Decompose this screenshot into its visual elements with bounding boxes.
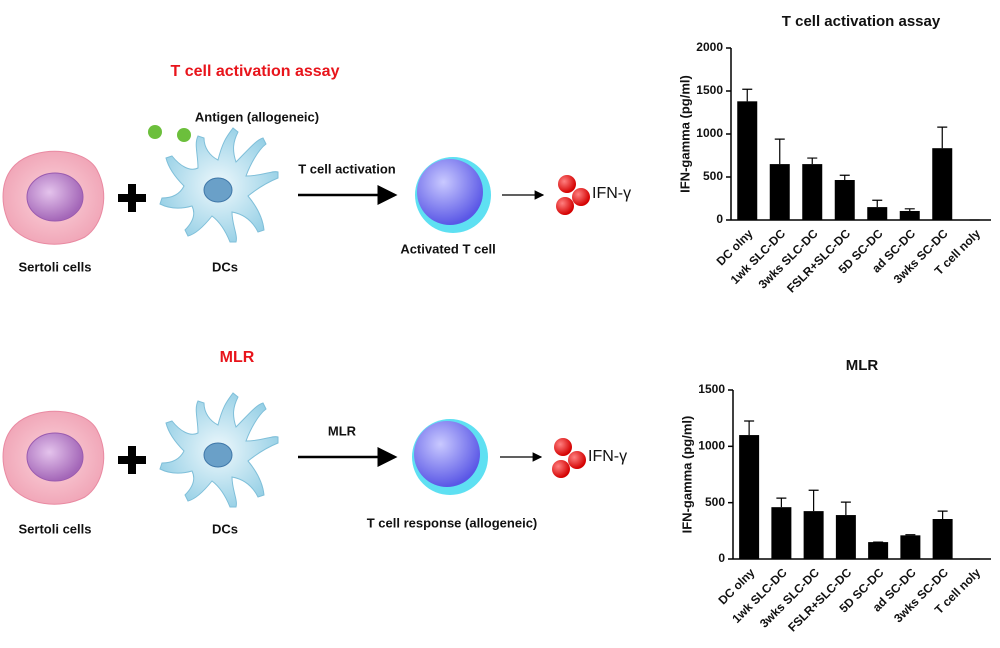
diagram-title: T cell activation assay xyxy=(171,63,340,80)
y-axis-label: IFN-gamma (pg/ml) xyxy=(677,75,692,193)
bar xyxy=(867,207,888,220)
y-axis-label: IFN-gamma (pg/ml) xyxy=(679,416,694,534)
y-tick-label: 500 xyxy=(705,495,725,509)
y-tick-label: 0 xyxy=(718,551,725,565)
diagram-title: MLR xyxy=(220,349,255,366)
arrow-label: T cell activation xyxy=(298,161,396,176)
bar xyxy=(899,210,920,220)
error-bar xyxy=(744,420,755,436)
error-bar xyxy=(808,489,819,512)
chart-title: MLR xyxy=(846,357,879,374)
dc-label: DCs xyxy=(212,521,238,536)
error-bar xyxy=(774,138,785,165)
bar xyxy=(835,515,856,559)
chart-title: T cell activation assay xyxy=(782,13,941,30)
error-bar xyxy=(904,208,915,211)
antigen-label: Antigen (allogeneic) xyxy=(195,109,319,124)
bar xyxy=(868,542,889,559)
y-tick-label: 1000 xyxy=(696,126,723,140)
bar xyxy=(834,180,855,220)
cytokine-label: IFN-γ xyxy=(588,448,627,465)
arrow-label: MLR xyxy=(328,423,357,438)
top-diagram: T cell activation assay Antigen (allogen… xyxy=(2,63,631,274)
y-tick-label: 1000 xyxy=(698,439,725,453)
error-bar xyxy=(905,534,916,536)
bar xyxy=(771,507,792,559)
bar xyxy=(932,148,953,220)
y-tick-label: 2000 xyxy=(696,40,723,54)
error-bar xyxy=(742,88,753,102)
sertoli-label: Sertoli cells xyxy=(19,521,92,536)
error-bar xyxy=(840,501,851,516)
dc-label: DCs xyxy=(212,259,238,274)
bar xyxy=(932,519,953,559)
y-tick-label: 0 xyxy=(716,212,723,226)
y-tick-label: 1500 xyxy=(698,382,725,396)
bar xyxy=(900,535,921,559)
error-bar xyxy=(807,157,818,165)
error-bar xyxy=(937,510,948,520)
y-tick-label: 1500 xyxy=(696,83,723,97)
bottom-diagram: MLR MLR IFN-γ Sertoli cells DCs T cell r… xyxy=(2,349,627,536)
error-bar xyxy=(776,497,787,508)
sertoli-label: Sertoli cells xyxy=(19,259,92,274)
bar xyxy=(803,511,824,559)
bar xyxy=(739,435,760,559)
tcell-label: Activated T cell xyxy=(400,241,495,256)
y-tick-label: 500 xyxy=(703,169,723,183)
bar xyxy=(769,164,790,220)
bar xyxy=(737,101,758,220)
error-bar xyxy=(937,126,948,149)
error-bar xyxy=(839,174,850,181)
tcell-label: T cell response (allogeneic) xyxy=(367,515,538,530)
cytokine-label: IFN-γ xyxy=(592,185,631,202)
error-bar xyxy=(872,199,883,208)
bar xyxy=(802,164,823,220)
